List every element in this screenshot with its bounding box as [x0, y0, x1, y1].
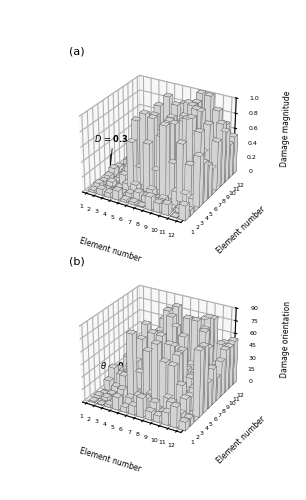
Text: (b): (b): [69, 256, 85, 266]
X-axis label: Element number: Element number: [78, 236, 142, 264]
Y-axis label: Element number: Element number: [215, 415, 267, 466]
Y-axis label: Element number: Element number: [215, 205, 267, 256]
X-axis label: Element number: Element number: [78, 446, 142, 473]
Text: (a): (a): [69, 46, 85, 56]
